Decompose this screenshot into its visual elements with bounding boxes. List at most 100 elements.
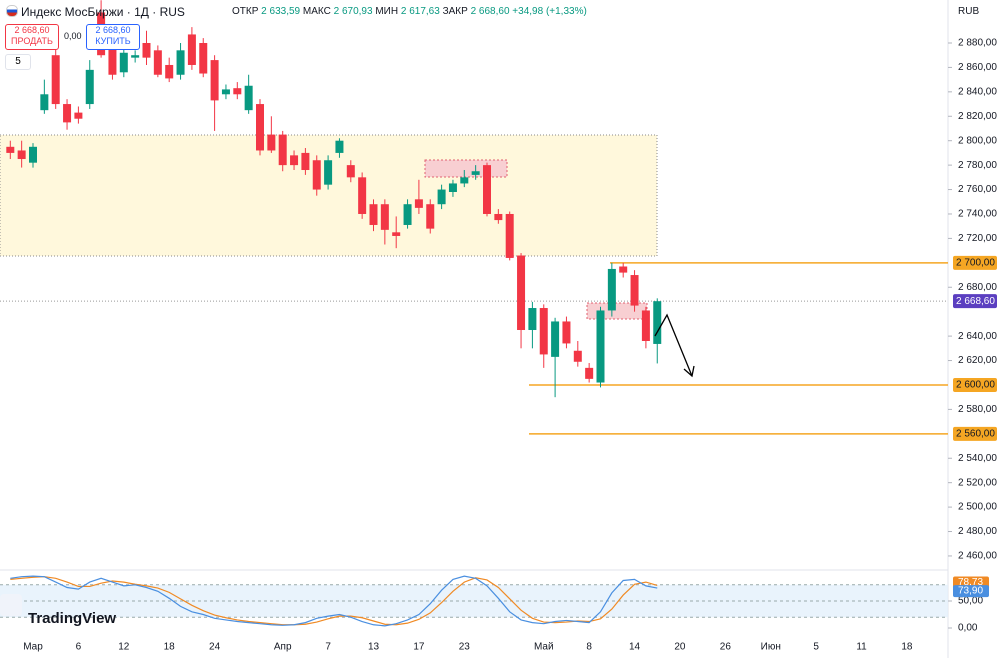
candle-body (119, 52, 128, 73)
y-tick-label: 2 780,00 (958, 160, 997, 171)
label: КУПИТЬ (95, 36, 131, 46)
x-tick-label: 23 (459, 642, 471, 653)
y-tick-label: 2 800,00 (958, 135, 997, 146)
x-tick-label: Мар (23, 642, 43, 653)
candle-body (324, 160, 333, 185)
candle-body (51, 55, 60, 105)
y-tick-label: 2 540,00 (958, 453, 997, 464)
candle-body (641, 310, 650, 341)
candle-body (414, 199, 423, 208)
osc-tick-label: 0,00 (958, 623, 978, 634)
currency[interactable]: RUB (958, 6, 980, 17)
candle-body (392, 232, 401, 236)
osc-line (10, 575, 658, 627)
candle-body (210, 60, 219, 101)
candle-body (505, 213, 514, 258)
candle-body (380, 204, 389, 230)
candle-body (494, 213, 503, 221)
x-tick-label: 8 (586, 642, 592, 653)
buy-button[interactable]: 2 668,60 КУПИТЬ (86, 24, 140, 50)
ohlc-legend: ОТКР 2 633,59 МАКС 2 670,93 МИН 2 617,63… (232, 6, 587, 17)
candle-body (244, 85, 253, 111)
candle-body (448, 183, 457, 192)
x-tick-label: 24 (209, 642, 221, 653)
y-tick-label: 2 820,00 (958, 111, 997, 122)
price: 2 668,60 (95, 25, 131, 35)
y-tick-label: 2 680,00 (958, 282, 997, 293)
x-tick-label: 7 (325, 642, 331, 653)
x-tick-label: 12 (118, 642, 130, 653)
x-tick-label: 20 (674, 642, 686, 653)
arrow (654, 313, 693, 377)
label: МИН (375, 6, 399, 17)
zone (0, 134, 658, 257)
level-tag (953, 426, 997, 441)
candle-body (256, 104, 264, 151)
candle-body (346, 165, 355, 178)
x-tick-label: 13 (368, 642, 380, 653)
candle-body (187, 34, 196, 65)
candle-body (29, 146, 37, 163)
y-tick-label: 2 880,00 (958, 38, 997, 49)
x-tick-label: 18 (901, 642, 913, 653)
sell-button[interactable]: 2 668,60 ПРОДАТЬ (5, 24, 59, 50)
zone-box (424, 159, 508, 178)
candle-body (142, 42, 151, 58)
candle-body (312, 160, 321, 190)
y-tick-label: 2 640,00 (958, 331, 997, 342)
candle-body (301, 152, 310, 171)
y-tick-label: 2 760,00 (958, 184, 997, 195)
level-tag (953, 255, 997, 270)
x-tick-label: 11 (856, 642, 867, 653)
candle-body (74, 112, 83, 119)
symbol-title[interactable]: Индекс МосБиржи · 1Д · RUS (21, 5, 185, 19)
osc-value-label: 78,73 (958, 577, 983, 588)
x-tick-label: 18 (164, 642, 176, 653)
candle-body (539, 308, 548, 355)
logo: TradingView (28, 610, 117, 627)
last-price-label: 2 668,60 (956, 296, 995, 307)
value: 2 617,63 (400, 6, 440, 17)
candle-body (437, 189, 446, 205)
label: МАКС (302, 6, 331, 17)
candle-body (403, 204, 412, 225)
last-price-tag (953, 294, 997, 309)
candle-body (562, 321, 571, 344)
tool-button[interactable] (0, 594, 22, 616)
candle-body (6, 146, 15, 153)
change: +34,98 (+1,33%) (512, 6, 587, 17)
candle-body (426, 204, 435, 229)
candle-body (131, 55, 140, 58)
label: ЗАКР (442, 6, 468, 17)
candle-body (233, 88, 242, 95)
candle-body (607, 268, 616, 311)
candle-body (199, 42, 208, 74)
y-tick-label: 2 500,00 (958, 502, 997, 513)
interval-toggle[interactable]: 5 (5, 54, 31, 70)
x-tick-label: 26 (720, 642, 732, 653)
candle-body (165, 64, 174, 79)
candle-body (176, 50, 185, 75)
x-tick-label: 5 (813, 642, 819, 653)
candle-body (17, 150, 26, 160)
level-label: 2 560,00 (956, 428, 995, 439)
candle-body (630, 275, 639, 306)
x-tick-label: Май (534, 642, 554, 653)
candle-body (596, 310, 605, 383)
candle-body (369, 204, 378, 225)
candle-body (471, 171, 480, 175)
candle-body (619, 266, 628, 273)
candle-body (221, 89, 230, 95)
y-tick-label: 2 460,00 (958, 551, 997, 562)
y-tick-label: 2 840,00 (958, 86, 997, 97)
value: 2 670,93 (333, 6, 373, 17)
candle-body (85, 69, 94, 105)
y-tick-label: 2 740,00 (958, 209, 997, 220)
candle-body (585, 367, 594, 379)
candle-body (290, 155, 299, 166)
candle-body (551, 321, 560, 357)
x-tick-label: 6 (76, 642, 82, 653)
level-label: 2 600,00 (956, 380, 995, 391)
